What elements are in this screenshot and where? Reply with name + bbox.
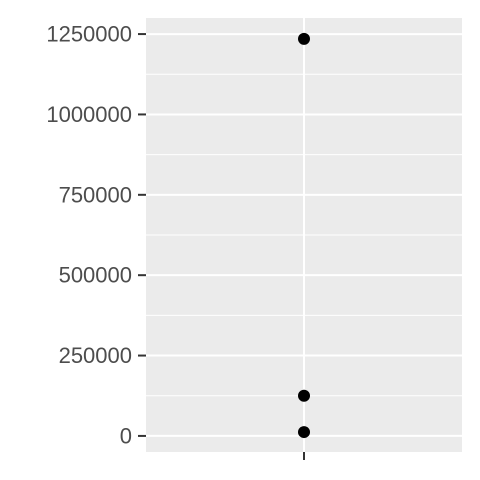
axes: 0 250000 500000 750000 1000000 1250000 <box>46 22 305 460</box>
data-point <box>298 32 310 45</box>
y-tick-label: 1250000 <box>46 22 132 47</box>
data-point <box>298 389 310 402</box>
y-tick-label: 1000000 <box>46 102 132 127</box>
data-points <box>298 32 310 439</box>
y-tick-label: 250000 <box>59 343 132 368</box>
y-tick-label: 0 <box>120 423 132 448</box>
y-tick-label: 500000 <box>59 263 132 288</box>
data-point <box>298 426 310 439</box>
y-tick-label: 750000 <box>59 182 132 207</box>
